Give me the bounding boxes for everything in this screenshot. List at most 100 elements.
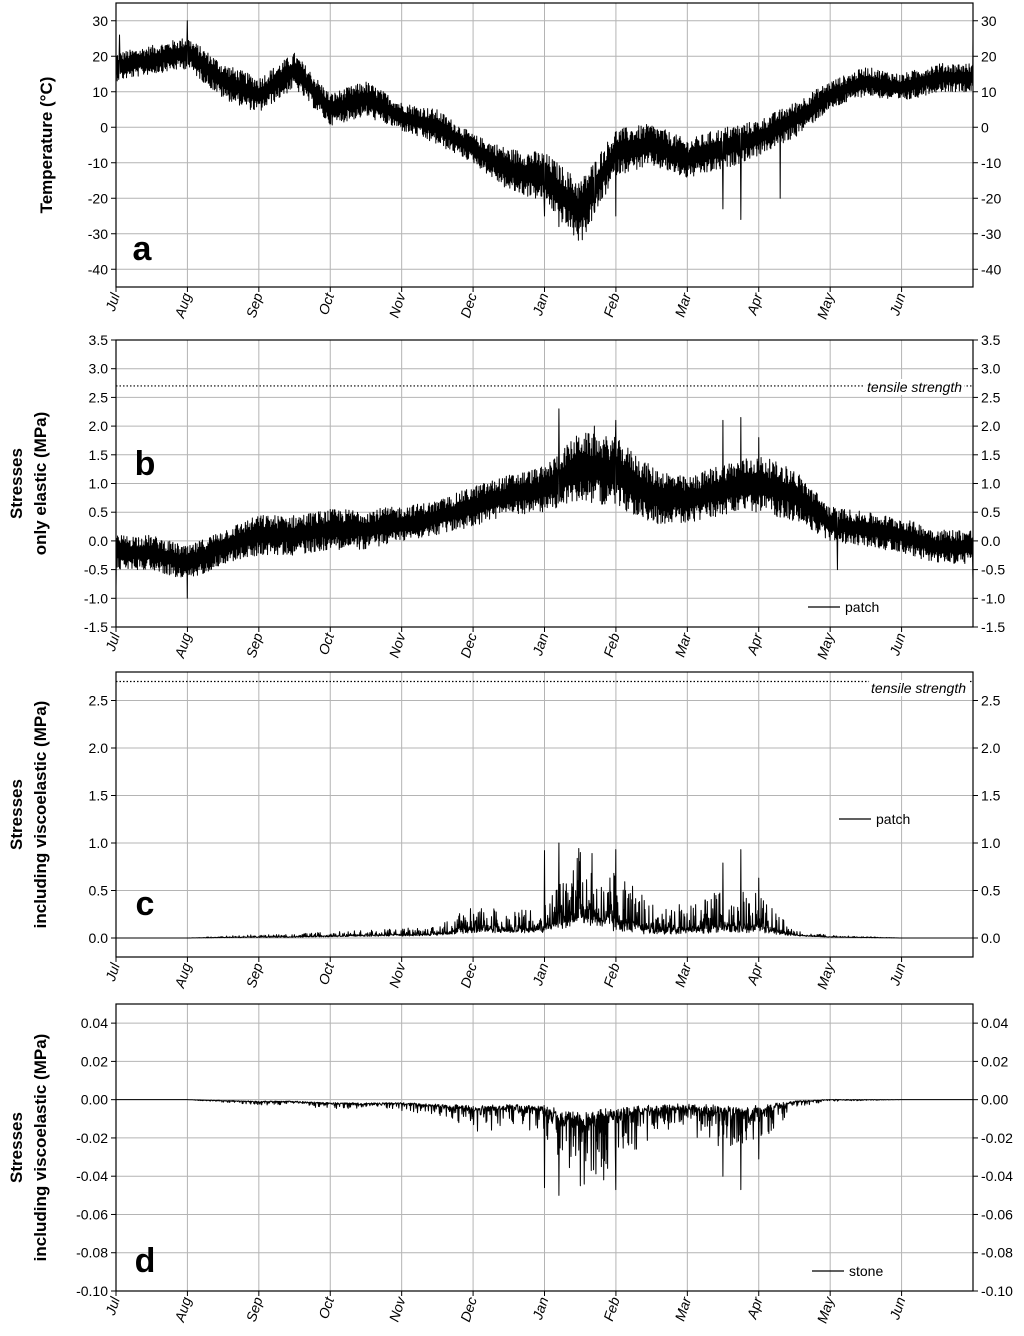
x-tick-label-nov: Nov — [386, 1294, 409, 1324]
legend-label: patch — [845, 599, 879, 615]
series-line-patch — [115, 408, 974, 599]
x-tick-label-aug: Aug — [171, 1295, 194, 1325]
x-tick-label-mar: Mar — [672, 630, 695, 659]
y-tick-label: 3.5 — [89, 332, 109, 348]
y-tick-label-right: -40 — [981, 261, 1001, 277]
y-tick-label: 1.0 — [89, 835, 109, 851]
y-tick-label: -0.02 — [76, 1130, 108, 1146]
series-line-a — [115, 20, 974, 241]
y-tick-label: -0.5 — [84, 562, 108, 578]
y-tick-label: -1.5 — [84, 619, 108, 635]
x-tick-label-sep: Sep — [243, 961, 266, 990]
y-tick-label-right: 0.0 — [981, 930, 1001, 946]
y-tick-label-right: 20 — [981, 48, 997, 64]
y-tick-label-right: -0.5 — [981, 562, 1005, 578]
tensile-strength-label: tensile strength — [867, 379, 962, 395]
x-tick-label-feb: Feb — [600, 961, 623, 989]
panel-letter: c — [136, 885, 155, 923]
x-tick-label-jun: Jun — [886, 961, 909, 989]
y-tick-label-right: 2.5 — [981, 389, 1001, 405]
x-tick-label-feb: Feb — [600, 631, 623, 659]
y-tick-label-right: 1.5 — [981, 447, 1001, 463]
x-tick-label-oct: Oct — [315, 960, 337, 987]
legend-label: patch — [876, 811, 910, 827]
x-tick-label-jul: Jul — [102, 290, 123, 314]
x-tick-label-jan: Jan — [529, 291, 552, 319]
x-tick-label-dec: Dec — [457, 291, 480, 320]
y-axis-label: including viscoelastic (MPa) — [31, 701, 50, 929]
x-tick-label-aug: Aug — [171, 291, 194, 321]
y-tick-label-right: 0.00 — [981, 1092, 1008, 1108]
y-tick-label: 0.0 — [89, 533, 109, 549]
y-tick-label: 0.02 — [81, 1053, 108, 1069]
y-tick-label: 10 — [92, 84, 108, 100]
y-tick-label-right: 3.0 — [981, 361, 1001, 377]
y-tick-label: 1.5 — [89, 447, 109, 463]
y-tick-label-right: -1.5 — [981, 619, 1005, 635]
y-tick-label-right: 0.5 — [981, 504, 1001, 520]
y-tick-label: 2.0 — [89, 740, 109, 756]
y-tick-label: -0.06 — [76, 1206, 108, 1222]
y-tick-label: 1.5 — [89, 788, 109, 804]
y-tick-label: -10 — [88, 155, 108, 171]
y-tick-label: -0.08 — [76, 1245, 108, 1261]
x-tick-label-jun: Jun — [886, 631, 909, 659]
y-tick-label-right: 2.0 — [981, 740, 1001, 756]
y-tick-label-right: 3.5 — [981, 332, 1001, 348]
panel-c: tensile strength 2.5 2.5 2.0 2.0 1.5 1.5 1.0 1.0… — [7, 671, 1001, 991]
y-tick-label-right: 0 — [981, 119, 989, 135]
x-tick-label-jan: Jan — [529, 1295, 552, 1323]
panel-letter: d — [135, 1242, 156, 1280]
y-tick-label: 0.5 — [89, 504, 109, 520]
x-tick-label-oct: Oct — [315, 290, 337, 317]
x-tick-label-jun: Jun — [886, 1295, 909, 1323]
x-tick-label-jun: Jun — [886, 291, 909, 319]
x-tick-label-mar: Mar — [672, 960, 695, 989]
x-tick-label-jan: Jan — [529, 961, 552, 989]
series-line-patch — [115, 842, 974, 939]
x-tick-label-jul: Jul — [102, 1294, 123, 1318]
x-tick-label-apr: Apr — [743, 960, 766, 988]
y-tick-label: 30 — [92, 13, 108, 29]
x-tick-label-may: May — [814, 290, 838, 321]
y-tick-label: 3.0 — [89, 361, 109, 377]
y-axis-label: Stresses — [7, 448, 26, 519]
y-axis-label: Temperature (°C) — [37, 77, 56, 214]
x-tick-label-apr: Apr — [743, 630, 766, 658]
x-tick-label-dec: Dec — [457, 1295, 480, 1324]
x-tick-label-may: May — [814, 960, 838, 991]
y-tick-label: 2.5 — [89, 693, 109, 709]
y-tick-label-right: -0.04 — [981, 1168, 1013, 1184]
x-tick-label-nov: Nov — [386, 630, 409, 660]
y-tick-label: -30 — [88, 226, 108, 242]
y-tick-label-right: -30 — [981, 226, 1001, 242]
x-tick-label-dec: Dec — [457, 631, 480, 660]
x-tick-label-jan: Jan — [529, 631, 552, 659]
y-tick-label-right: -0.08 — [981, 1245, 1013, 1261]
x-tick-label-jul: Jul — [102, 960, 123, 984]
x-tick-label-nov: Nov — [386, 960, 409, 990]
y-tick-label: 0 — [100, 119, 108, 135]
x-tick-label-oct: Oct — [315, 630, 337, 657]
series-line-stone — [115, 1098, 974, 1196]
x-tick-label-mar: Mar — [672, 1294, 695, 1323]
y-tick-label-right: 2.5 — [981, 693, 1001, 709]
tensile-strength-label-bg — [865, 379, 965, 395]
y-tick-label-right: 30 — [981, 13, 997, 29]
legend-label: stone — [849, 1263, 883, 1279]
y-tick-label-right: 10 — [981, 84, 997, 100]
y-tick-label-right: 1.0 — [981, 835, 1001, 851]
y-tick-label-right: -0.02 — [981, 1130, 1013, 1146]
y-tick-label: 0.0 — [89, 930, 109, 946]
y-tick-label-right: -0.10 — [981, 1283, 1013, 1299]
y-axis-label: Stresses — [7, 1112, 26, 1183]
y-tick-label-right: 0.04 — [981, 1015, 1008, 1031]
y-tick-label: -1.0 — [84, 590, 108, 606]
y-tick-label-right: 0.02 — [981, 1053, 1008, 1069]
y-tick-label-right: 1.0 — [981, 476, 1001, 492]
y-tick-label: 2.0 — [89, 418, 109, 434]
x-tick-label-may: May — [814, 1294, 838, 1325]
y-tick-label: 0.5 — [89, 883, 109, 899]
x-tick-label-jul: Jul — [102, 630, 123, 654]
x-tick-label-feb: Feb — [600, 291, 623, 319]
